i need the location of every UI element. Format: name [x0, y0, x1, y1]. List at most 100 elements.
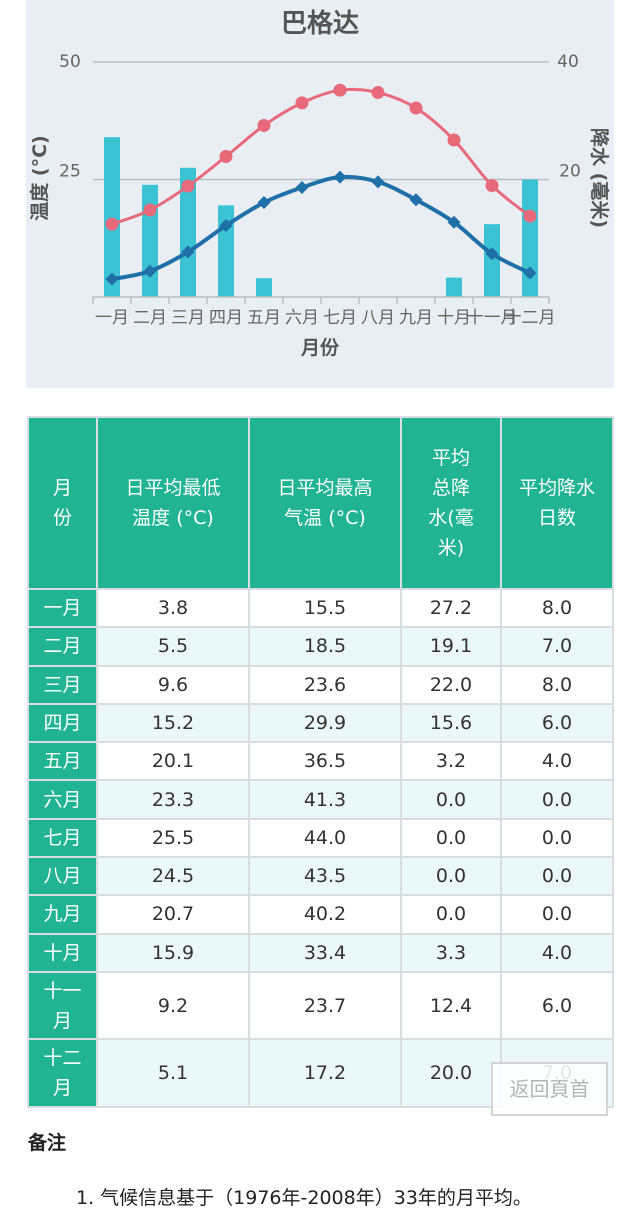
- x-tick-label: 八月: [361, 308, 395, 328]
- precip-bar: [142, 184, 158, 297]
- cell-days: 4.0: [500, 932, 614, 973]
- cell-precip: 0.0: [400, 855, 502, 897]
- x-tick-label: 十二月: [505, 308, 556, 328]
- back-to-top-button[interactable]: 返回頁首: [491, 1062, 608, 1116]
- high-temp-point: [181, 179, 195, 193]
- cell-days: 7.0: [500, 626, 614, 667]
- high-temp-point: [105, 217, 119, 231]
- high-temp-point: [409, 101, 423, 115]
- cell-precip: 0.0: [400, 817, 502, 858]
- y-left-tick: 25: [59, 162, 81, 182]
- y-right-label: 降水 (毫米): [588, 128, 611, 228]
- low-temp-point: [333, 170, 347, 184]
- cell-days: 6.0: [500, 702, 614, 744]
- row-month: 八月: [27, 855, 98, 897]
- row-month: 二月: [27, 626, 98, 667]
- row-month: 五月: [27, 741, 98, 782]
- cell-low: 23.3: [96, 779, 250, 820]
- cell-high: 36.5: [248, 741, 402, 782]
- header-days: 平均降水日数: [500, 416, 614, 590]
- row-month: 十一月: [27, 970, 98, 1041]
- table-row: 一月 3.8 15.5 27.2 8.0: [27, 587, 614, 629]
- cell-precip: 0.0: [400, 894, 502, 935]
- precip-bar: [104, 137, 120, 297]
- low-temp-point: [143, 264, 157, 278]
- low-temp-point: [523, 266, 537, 280]
- row-month: 十二月: [27, 1038, 98, 1108]
- cell-days: 8.0: [500, 587, 614, 629]
- cell-low: 25.5: [96, 817, 250, 858]
- high-temp-point: [371, 86, 385, 100]
- cell-days: 0.0: [500, 779, 614, 820]
- cell-high: 44.0: [248, 817, 402, 858]
- low-temp-point: [219, 219, 233, 233]
- high-temp-point: [523, 209, 537, 223]
- cell-days: 0.0: [500, 817, 614, 858]
- table-row: 六月 23.3 41.3 0.0 0.0: [27, 779, 614, 820]
- table-row: 十月 15.9 33.4 3.3 4.0: [27, 932, 614, 973]
- cell-precip: 12.4: [400, 970, 502, 1041]
- x-tick-label: 二月: [133, 308, 167, 328]
- cell-high: 41.3: [248, 779, 402, 820]
- cell-low: 9.6: [96, 664, 250, 705]
- x-tick-label: 一月: [95, 308, 129, 328]
- notes-item: 1. 气候信息基于（1976年-2008年）33年的月平均。: [76, 1187, 532, 1209]
- x-tick-label: 十月: [437, 308, 471, 328]
- cell-high: 33.4: [248, 932, 402, 973]
- cell-days: 4.0: [500, 741, 614, 782]
- low-temp-point: [447, 215, 461, 229]
- cell-precip: 22.0: [400, 664, 502, 705]
- cell-precip: 3.2: [400, 741, 502, 782]
- header-high: 日平均最高气温 (°C): [248, 416, 402, 590]
- x-tick-label: 七月: [323, 308, 357, 328]
- precip-bar: [180, 167, 196, 297]
- high-temp-point: [219, 149, 233, 163]
- low-temp-point: [485, 247, 499, 261]
- cell-days: 6.0: [500, 970, 614, 1041]
- cell-days: 8.0: [500, 664, 614, 705]
- y-right-tick: 20: [559, 162, 581, 182]
- row-month: 十月: [27, 932, 98, 973]
- header-month: 月份: [27, 416, 98, 590]
- table-row: 十一月 9.2 23.7 12.4 6.0: [27, 970, 614, 1041]
- row-month: 一月: [27, 587, 98, 629]
- low-temp-point: [409, 193, 423, 207]
- low-temp-point: [181, 245, 195, 259]
- precip-bar: [446, 277, 462, 297]
- header-low: 日平均最低温度 (°C): [96, 416, 250, 590]
- low-temp-point: [105, 272, 119, 286]
- x-tick-label: 十一月: [467, 308, 518, 328]
- row-month: 九月: [27, 894, 98, 935]
- low-temp-point: [257, 196, 271, 210]
- table-body: 一月 3.8 15.5 27.2 8.0 二月 5.5 18.5 19.1 7.0 三月 9.6 23.…: [27, 587, 614, 1108]
- cell-precip: 3.3: [400, 932, 502, 973]
- precip-bar: [522, 179, 538, 297]
- chart-panel: 巴格达 50 25 40 20 温度 (°C) 降水 (毫米) 一月 二月 三月 四月 五月 六月 七月八…: [26, 0, 614, 388]
- high-temp-point: [447, 133, 461, 147]
- cell-precip: 15.6: [400, 702, 502, 744]
- cell-high: 17.2: [248, 1038, 402, 1108]
- table-row: 二月 5.5 18.5 19.1 7.0: [27, 626, 614, 667]
- notes-title: 备注: [28, 1132, 67, 1154]
- cell-precip: 27.2: [400, 587, 502, 629]
- cell-low: 5.5: [96, 626, 250, 667]
- cell-high: 15.5: [248, 587, 402, 629]
- header-precip: 平均总降水(毫米): [400, 416, 502, 590]
- cell-precip: 0.0: [400, 779, 502, 820]
- table-row: 八月 24.5 43.5 0.0 0.0: [27, 855, 614, 897]
- high-temp-point: [143, 203, 157, 217]
- row-month: 六月: [27, 779, 98, 820]
- cell-days: 0.0: [500, 855, 614, 897]
- row-month: 三月: [27, 664, 98, 705]
- cell-precip: 19.1: [400, 626, 502, 667]
- chart-title: 巴格达: [281, 8, 359, 39]
- cell-high: 40.2: [248, 894, 402, 935]
- precip-bar: [256, 278, 272, 297]
- cell-high: 43.5: [248, 855, 402, 897]
- high-temp-point: [485, 179, 499, 193]
- cell-high: 23.7: [248, 970, 402, 1041]
- cell-low: 3.8: [96, 587, 250, 629]
- table-row: 三月 9.6 23.6 22.0 8.0: [27, 664, 614, 705]
- precip-bar: [484, 224, 500, 297]
- cell-low: 20.7: [96, 894, 250, 935]
